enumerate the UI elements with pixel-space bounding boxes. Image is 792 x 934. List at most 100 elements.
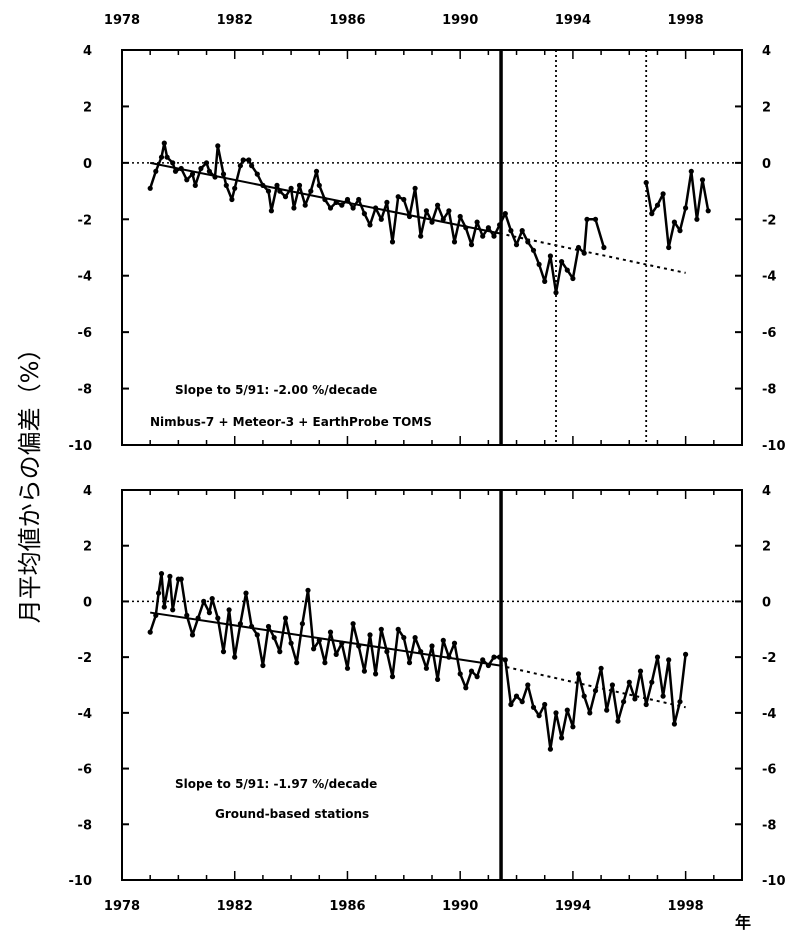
data-point xyxy=(677,699,683,705)
data-point xyxy=(249,163,255,169)
y-axis-label: 月平均値からの偏差（%） xyxy=(16,337,44,624)
data-point xyxy=(463,225,469,231)
bottom-source-annotation: Ground-based stations xyxy=(215,807,369,821)
data-point xyxy=(688,168,694,174)
data-point xyxy=(158,154,165,160)
data-point xyxy=(463,685,469,691)
y-tick-label-left: 2 xyxy=(83,100,92,115)
data-point xyxy=(513,242,520,248)
y-tick-label-left: -2 xyxy=(78,651,92,666)
data-point xyxy=(215,143,221,149)
data-point xyxy=(485,225,491,231)
data-point xyxy=(429,643,435,649)
data-point xyxy=(435,202,441,208)
data-point xyxy=(457,213,463,220)
data-point xyxy=(220,171,227,177)
data-point xyxy=(508,701,514,708)
data-point xyxy=(384,649,390,655)
data-point xyxy=(184,612,190,619)
x-tick-label: 1986 xyxy=(329,899,365,914)
data-point xyxy=(592,688,599,694)
data-point xyxy=(699,177,706,183)
data-point xyxy=(308,188,314,194)
y-tick-label-left: -10 xyxy=(69,874,93,889)
data-point xyxy=(288,185,294,191)
data-point xyxy=(491,654,497,660)
data-point xyxy=(291,205,297,211)
top-instrument-annotation: Nimbus-7 + Meteor-3 + EarthProbe TOMS xyxy=(150,415,432,429)
data-point xyxy=(592,216,599,222)
data-point xyxy=(418,233,424,239)
data-point xyxy=(497,654,503,660)
data-point xyxy=(373,671,379,677)
data-point xyxy=(395,194,401,200)
data-point xyxy=(401,196,407,203)
data-point xyxy=(649,679,655,685)
data-point xyxy=(485,662,491,669)
data-point xyxy=(265,623,272,630)
data-point xyxy=(564,267,570,273)
y-tick-label-left: -4 xyxy=(78,270,92,285)
data-point xyxy=(660,191,666,197)
data-point xyxy=(547,746,554,752)
data-point xyxy=(542,701,548,708)
data-point xyxy=(530,247,537,253)
data-point xyxy=(446,208,452,214)
data-point xyxy=(660,693,666,699)
data-point xyxy=(525,682,531,688)
data-point xyxy=(508,228,514,234)
y-tick-label-left: 4 xyxy=(83,44,92,59)
data-point xyxy=(547,253,554,259)
data-point xyxy=(260,662,266,669)
y-tick-label-left: 2 xyxy=(83,540,92,555)
data-point xyxy=(423,208,429,214)
data-point xyxy=(497,222,503,228)
data-point xyxy=(153,168,159,174)
data-point xyxy=(158,571,165,577)
data-point xyxy=(683,205,689,211)
data-point xyxy=(513,693,520,699)
bottom-slope-annotation: Slope to 5/91: -1.97 %/decade xyxy=(175,777,377,791)
data-point xyxy=(553,710,559,716)
data-point xyxy=(232,654,238,660)
y-tick-label-right: -2 xyxy=(762,651,776,666)
data-point xyxy=(570,275,576,282)
data-point xyxy=(198,165,204,172)
data-point xyxy=(206,168,212,174)
data-point xyxy=(313,168,320,174)
y-tick-label-right: 2 xyxy=(762,540,771,555)
x-axis-label: 年 xyxy=(735,913,751,932)
data-point xyxy=(311,646,317,652)
data-point xyxy=(327,629,334,635)
data-point xyxy=(339,640,345,646)
x-tick-label: 1986 xyxy=(329,13,365,28)
data-point xyxy=(246,157,252,163)
data-point xyxy=(229,196,235,203)
data-point xyxy=(423,665,429,671)
top-panel: 4 4 2 2 0 0 -2 -2 -4 -4 -6 -6 -8 -8 -10 -10 1978 1982 1986… xyxy=(69,13,786,454)
data-point xyxy=(170,607,176,613)
data-point xyxy=(327,205,334,211)
y-tick-label-right: -4 xyxy=(762,707,776,722)
data-point xyxy=(212,174,218,180)
data-point xyxy=(282,615,289,621)
y-tick-label-right: -10 xyxy=(762,874,786,889)
data-point xyxy=(575,244,582,251)
data-point xyxy=(525,239,531,245)
data-point xyxy=(316,182,322,188)
data-point xyxy=(519,228,525,234)
data-point xyxy=(367,632,373,638)
data-point xyxy=(643,701,649,708)
y-tick-label-right: 4 xyxy=(762,484,771,499)
data-point xyxy=(203,160,210,166)
bottom-axes: 4 4 2 2 0 0 -2 -2 -4 -4 -6 -6 -8 -8 -10 -10 1978 1982 1986… xyxy=(69,484,786,914)
y-tick-label-right: -8 xyxy=(762,818,776,833)
y-tick-label-right: -10 xyxy=(762,439,786,454)
data-point xyxy=(299,621,305,627)
data-point xyxy=(519,699,525,705)
data-point xyxy=(206,610,212,616)
bottom-plot-frame xyxy=(121,489,743,881)
data-point xyxy=(265,188,272,194)
y-tick-label-left: 0 xyxy=(83,595,92,610)
